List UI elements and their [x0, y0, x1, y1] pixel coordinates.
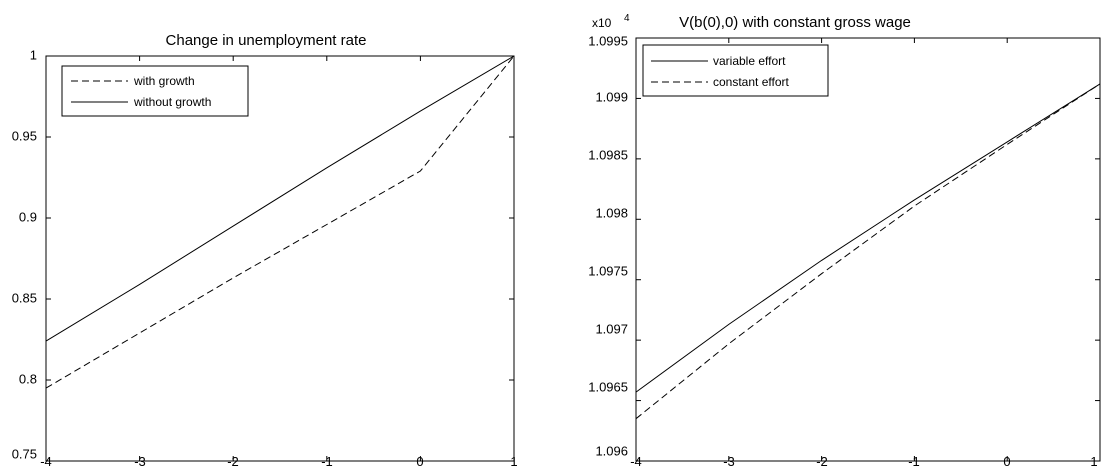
x-tick-label: -4 [40, 454, 52, 467]
series-line-without-growth [45, 55, 515, 342]
y-tick-label: 0.9 [19, 209, 37, 224]
x-tick-label: -3 [134, 454, 146, 467]
legend: variable effort constant effort [642, 44, 829, 97]
x-tick-label: -2 [816, 454, 828, 467]
y-tick-label: 0.85 [12, 290, 37, 305]
chart-left: Change in unemployment rate 1 0.95 0.9 0… [12, 32, 518, 467]
y-tick-label: 0.75 [12, 446, 37, 461]
y-tick-label: 1.099 [595, 89, 628, 104]
exponent-label: x10 [592, 16, 612, 30]
tick-marks [635, 37, 1101, 462]
plot-area-frame [45, 55, 515, 462]
y-tick-label: 1.096 [595, 443, 628, 458]
y-tick-label: 1.0975 [588, 263, 628, 278]
series-line-with-growth [45, 55, 515, 389]
y-tick-label: 1 [30, 47, 37, 62]
legend: with growth without growth [61, 65, 249, 117]
x-tick-label: 0 [416, 454, 423, 467]
y-tick-label: 1.0965 [588, 379, 628, 394]
x-tick-label: 0 [1003, 454, 1010, 467]
exponent-power: 4 [624, 13, 630, 24]
chart-title: V(b(0),0) with constant gross wage [679, 14, 911, 31]
y-tick-label: 0.95 [12, 128, 37, 143]
legend-box [642, 44, 829, 97]
chart-right: x10 4 V(b(0),0) with constant gross wage… [588, 13, 1101, 467]
legend-label: without growth [133, 95, 211, 109]
series-line-variable-effort [635, 83, 1101, 393]
x-tick-label: -1 [321, 454, 333, 467]
y-tick-label: 0.8 [19, 371, 37, 386]
y-tick-label: 1.0995 [588, 33, 628, 48]
x-tick-label: -4 [630, 454, 642, 467]
chart-title: Change in unemployment rate [166, 32, 367, 49]
tick-marks [45, 55, 515, 462]
y-tick-label: 1.098 [595, 205, 628, 220]
legend-label: constant effort [713, 75, 789, 89]
x-tick-label: 1 [510, 454, 517, 467]
x-tick-label: -1 [908, 454, 920, 467]
series-line-constant-effort [635, 83, 1101, 420]
x-tick-label: -2 [227, 454, 239, 467]
legend-label: with growth [133, 74, 195, 88]
x-tick-label: -3 [723, 454, 735, 467]
legend-box [61, 65, 249, 117]
legend-label: variable effort [713, 54, 786, 68]
x-tick-label: 1 [1090, 454, 1097, 467]
plot-area-frame [635, 37, 1101, 462]
y-tick-label: 1.0985 [588, 147, 628, 162]
y-tick-label: 1.097 [595, 321, 628, 336]
